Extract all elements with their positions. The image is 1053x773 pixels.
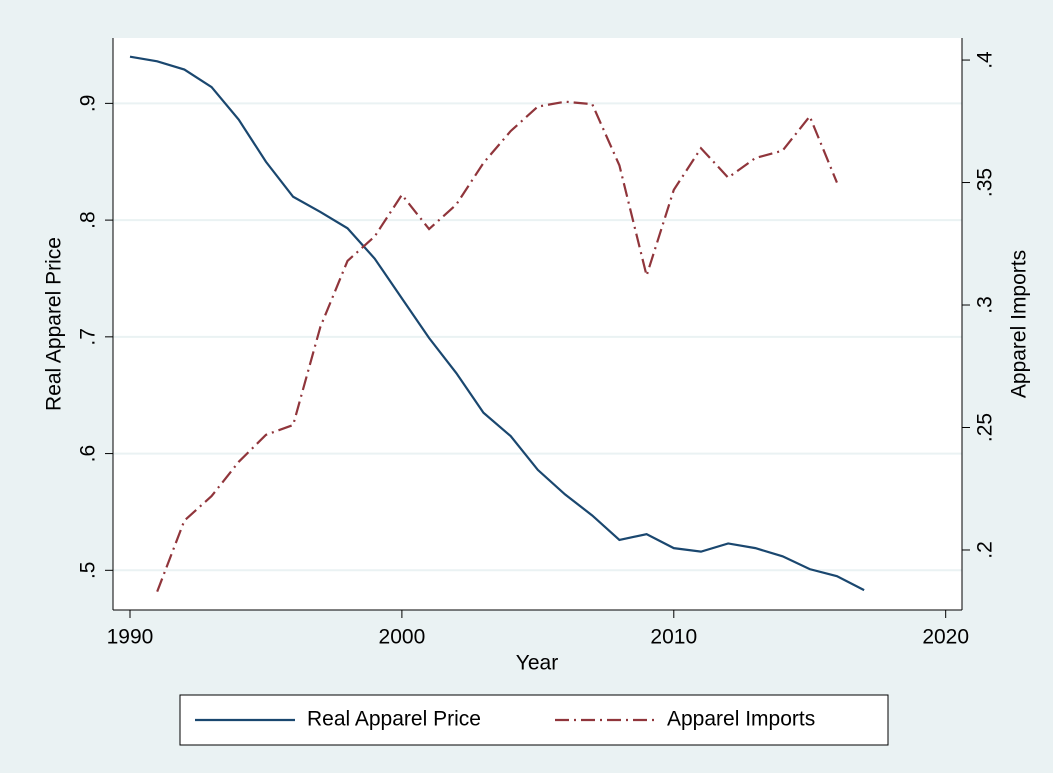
y2-tick-label: .3: [974, 296, 997, 314]
y-tick-label: .5: [77, 562, 100, 580]
plot-area: [113, 38, 962, 610]
y2-tick-label: .35: [974, 168, 997, 197]
y-axis-title: Real Apparel Price: [43, 237, 66, 411]
legend-label: Apparel Imports: [667, 708, 815, 731]
y-tick-label: .8: [77, 211, 100, 229]
x-tick-label: 2010: [650, 626, 697, 649]
x-tick-label: 2000: [379, 626, 426, 649]
y2-axis-title: Apparel Imports: [1008, 250, 1031, 398]
legend: [179, 694, 889, 746]
legend-label: Real Apparel Price: [307, 708, 481, 731]
y-tick-label: .7: [77, 328, 100, 346]
y-tick-label: .6: [77, 445, 100, 463]
x-axis-title: Year: [516, 652, 558, 675]
line-series: [129, 55, 865, 592]
x-tick-label: 2020: [922, 626, 969, 649]
line-series: [156, 100, 838, 593]
y-tick-label: .9: [77, 95, 100, 113]
y2-tick-label: .2: [974, 541, 997, 559]
y2-tick-label: .4: [974, 51, 997, 69]
y2-tick-label: .25: [974, 413, 997, 442]
x-tick-label: 1990: [107, 626, 154, 649]
